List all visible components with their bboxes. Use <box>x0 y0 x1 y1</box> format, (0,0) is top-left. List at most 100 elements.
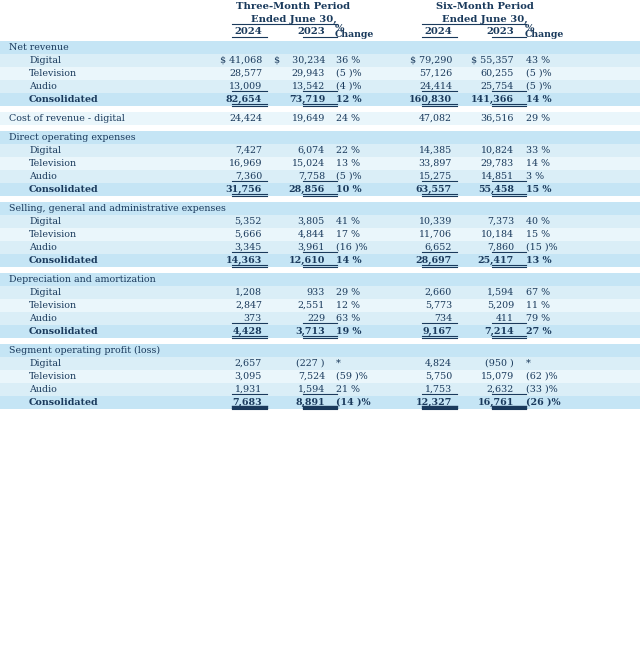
Text: 2024: 2024 <box>234 27 262 36</box>
Text: 79 %: 79 % <box>526 314 550 323</box>
Text: 2024: 2024 <box>424 27 452 36</box>
Text: 4,824: 4,824 <box>425 359 452 368</box>
Bar <box>0 254 640 267</box>
Text: 82,654: 82,654 <box>226 95 262 104</box>
Text: (15 )%: (15 )% <box>526 243 557 252</box>
Bar <box>0 80 640 93</box>
Text: 7,860: 7,860 <box>487 243 514 252</box>
Bar <box>0 196 640 202</box>
Text: 3,095: 3,095 <box>235 372 262 381</box>
Text: 7,524: 7,524 <box>298 372 325 381</box>
Text: 7,758: 7,758 <box>298 172 325 181</box>
Text: Selling, general and administrative expenses: Selling, general and administrative expe… <box>9 204 226 213</box>
Text: 28,856: 28,856 <box>289 185 325 194</box>
Text: 28,577: 28,577 <box>229 69 262 78</box>
Text: 2,847: 2,847 <box>235 301 262 310</box>
Text: 7,373: 7,373 <box>487 217 514 226</box>
Text: 411: 411 <box>496 314 514 323</box>
Text: $    30,234: $ 30,234 <box>274 56 325 65</box>
Text: (16 )%: (16 )% <box>336 243 367 252</box>
Text: (227 ): (227 ) <box>296 359 325 368</box>
Text: 29,943: 29,943 <box>292 69 325 78</box>
Text: (4 )%: (4 )% <box>336 82 362 91</box>
Text: 2,657: 2,657 <box>235 359 262 368</box>
Text: 1,208: 1,208 <box>235 288 262 297</box>
Text: 10,824: 10,824 <box>481 146 514 155</box>
Text: 47,082: 47,082 <box>419 114 452 123</box>
Text: 5,773: 5,773 <box>425 301 452 310</box>
Text: (950 ): (950 ) <box>485 359 514 368</box>
Text: 15,024: 15,024 <box>292 159 325 168</box>
Text: (62 )%: (62 )% <box>526 372 557 381</box>
Text: Television: Television <box>29 372 77 381</box>
Bar <box>0 13 640 25</box>
Bar <box>0 131 640 144</box>
Bar <box>0 370 640 383</box>
Text: 5,750: 5,750 <box>425 372 452 381</box>
Text: Six-Month Period: Six-Month Period <box>436 2 534 11</box>
Text: 2,660: 2,660 <box>425 288 452 297</box>
Text: 17 %: 17 % <box>336 230 360 239</box>
Bar <box>0 112 640 125</box>
Text: 10,339: 10,339 <box>419 217 452 226</box>
Text: Three-Month Period: Three-Month Period <box>236 2 351 11</box>
Bar <box>0 54 640 67</box>
Text: 43 %: 43 % <box>526 56 550 65</box>
Text: 19,649: 19,649 <box>292 114 325 123</box>
Text: 55,458: 55,458 <box>478 185 514 194</box>
Text: Consolidated: Consolidated <box>29 256 99 265</box>
Text: 11,706: 11,706 <box>419 230 452 239</box>
Text: 73,719: 73,719 <box>289 95 325 104</box>
Bar <box>0 299 640 312</box>
Bar <box>0 125 640 131</box>
Text: Ended June 30,: Ended June 30, <box>442 15 528 24</box>
Bar <box>0 228 640 241</box>
Text: 63,557: 63,557 <box>416 185 452 194</box>
Text: 14,385: 14,385 <box>419 146 452 155</box>
Text: 6,652: 6,652 <box>424 243 452 252</box>
Text: Depreciation and amortization: Depreciation and amortization <box>9 275 156 284</box>
Text: 16,761: 16,761 <box>477 398 514 407</box>
Text: Digital: Digital <box>29 146 61 155</box>
Bar <box>0 383 640 396</box>
Text: 141,366: 141,366 <box>471 95 514 104</box>
Text: 60,255: 60,255 <box>481 69 514 78</box>
Text: 12 %: 12 % <box>336 301 360 310</box>
Text: 15 %: 15 % <box>526 185 552 194</box>
Text: 933: 933 <box>307 288 325 297</box>
Text: 15,079: 15,079 <box>481 372 514 381</box>
Bar <box>0 93 640 106</box>
Bar <box>0 286 640 299</box>
Text: Consolidated: Consolidated <box>29 398 99 407</box>
Text: (14 )%: (14 )% <box>336 398 371 407</box>
Text: 16,969: 16,969 <box>228 159 262 168</box>
Bar <box>0 38 640 41</box>
Text: 10,184: 10,184 <box>481 230 514 239</box>
Text: 2,632: 2,632 <box>487 385 514 394</box>
Text: 29 %: 29 % <box>526 114 550 123</box>
Text: 6,074: 6,074 <box>298 146 325 155</box>
Text: Television: Television <box>29 159 77 168</box>
Text: 33 %: 33 % <box>526 146 550 155</box>
Text: Audio: Audio <box>29 82 57 91</box>
Text: 229: 229 <box>307 314 325 323</box>
Text: 24 %: 24 % <box>336 114 360 123</box>
Bar <box>0 25 640 38</box>
Text: Net revenue: Net revenue <box>9 43 68 52</box>
Text: 3,961: 3,961 <box>298 243 325 252</box>
Bar <box>0 344 640 357</box>
Text: 24,424: 24,424 <box>229 114 262 123</box>
Text: 19 %: 19 % <box>336 327 362 336</box>
Text: 1,594: 1,594 <box>487 288 514 297</box>
Text: 2023: 2023 <box>486 27 514 36</box>
Bar <box>0 144 640 157</box>
Text: 2,551: 2,551 <box>298 301 325 310</box>
Text: $ 41,068: $ 41,068 <box>220 56 262 65</box>
Text: Digital: Digital <box>29 56 61 65</box>
Text: 14 %: 14 % <box>526 95 552 104</box>
Text: Digital: Digital <box>29 359 61 368</box>
Text: 25,417: 25,417 <box>477 256 514 265</box>
Bar <box>0 215 640 228</box>
Text: 28,697: 28,697 <box>416 256 452 265</box>
Text: (33 )%: (33 )% <box>526 385 557 394</box>
